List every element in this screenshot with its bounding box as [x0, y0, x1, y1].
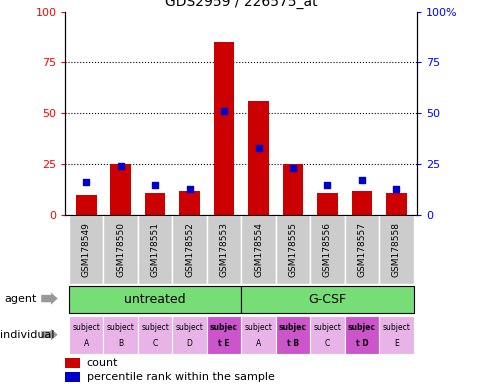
Bar	[344, 316, 378, 354]
Bar	[69, 215, 103, 284]
Bar	[110, 164, 131, 215]
Text: subject: subject	[175, 323, 203, 332]
Text: B: B	[118, 339, 123, 348]
Text: GSM178556: GSM178556	[322, 222, 331, 277]
Bar	[378, 316, 413, 354]
Text: A: A	[83, 339, 89, 348]
Text: subject: subject	[313, 323, 341, 332]
Point	[82, 179, 90, 185]
Text: subjec: subjec	[210, 323, 238, 332]
Bar	[206, 215, 241, 284]
Bar	[172, 316, 206, 354]
Bar	[275, 215, 310, 284]
Title: GDS2959 / 226575_at: GDS2959 / 226575_at	[165, 0, 317, 9]
Text: GSM178555: GSM178555	[288, 222, 297, 277]
Text: D: D	[186, 339, 192, 348]
Bar	[137, 215, 172, 284]
Text: count: count	[86, 358, 118, 368]
Text: GSM178549: GSM178549	[81, 222, 91, 277]
Text: A: A	[256, 339, 260, 348]
Text: subject: subject	[106, 323, 134, 332]
Text: subject: subject	[141, 323, 169, 332]
Bar	[317, 193, 337, 215]
Text: E: E	[393, 339, 398, 348]
Bar	[344, 215, 378, 284]
Text: t E: t E	[218, 339, 229, 348]
Text: subject: subject	[244, 323, 272, 332]
Bar	[69, 286, 241, 313]
Bar	[172, 215, 206, 284]
Text: subjec: subjec	[278, 323, 306, 332]
Text: GSM178553: GSM178553	[219, 222, 228, 277]
Bar	[69, 316, 103, 354]
Point	[288, 165, 296, 171]
Text: t B: t B	[287, 339, 298, 348]
Bar	[310, 316, 344, 354]
Text: untreated: untreated	[124, 293, 185, 306]
Bar	[137, 316, 172, 354]
Bar	[241, 215, 275, 284]
Bar	[275, 316, 310, 354]
Text: GSM178554: GSM178554	[254, 222, 262, 277]
Text: G-CSF: G-CSF	[308, 293, 346, 306]
Bar	[65, 372, 79, 382]
FancyArrow shape	[41, 293, 58, 305]
Bar	[65, 358, 79, 368]
Bar	[385, 193, 406, 215]
Text: agent: agent	[5, 294, 37, 304]
Text: t D: t D	[355, 339, 367, 348]
Point	[392, 185, 399, 192]
Bar	[241, 316, 275, 354]
Bar	[179, 190, 199, 215]
Point	[220, 108, 227, 114]
Point	[117, 163, 124, 169]
Bar	[310, 215, 344, 284]
Bar	[241, 286, 413, 313]
Text: GSM178552: GSM178552	[185, 222, 194, 277]
FancyArrow shape	[41, 329, 58, 340]
Bar	[76, 195, 96, 215]
Text: percentile rank within the sample: percentile rank within the sample	[86, 372, 274, 382]
Bar	[248, 101, 268, 215]
Text: subjec: subjec	[347, 323, 375, 332]
Text: GSM178550: GSM178550	[116, 222, 125, 277]
Bar	[213, 42, 234, 215]
Text: C: C	[152, 339, 157, 348]
Text: GSM178557: GSM178557	[357, 222, 366, 277]
Bar	[378, 215, 413, 284]
Bar	[144, 193, 165, 215]
Point	[323, 182, 331, 188]
Point	[357, 177, 365, 184]
Text: GSM178558: GSM178558	[391, 222, 400, 277]
Bar	[282, 164, 302, 215]
Bar	[206, 316, 241, 354]
Text: subject: subject	[382, 323, 409, 332]
Text: C: C	[324, 339, 330, 348]
Text: individual: individual	[0, 330, 55, 340]
Point	[185, 185, 193, 192]
Text: GSM178551: GSM178551	[151, 222, 159, 277]
Bar	[103, 215, 137, 284]
Point	[151, 182, 159, 188]
Point	[254, 145, 262, 151]
Text: subject: subject	[72, 323, 100, 332]
Bar	[103, 316, 137, 354]
Bar	[351, 190, 372, 215]
